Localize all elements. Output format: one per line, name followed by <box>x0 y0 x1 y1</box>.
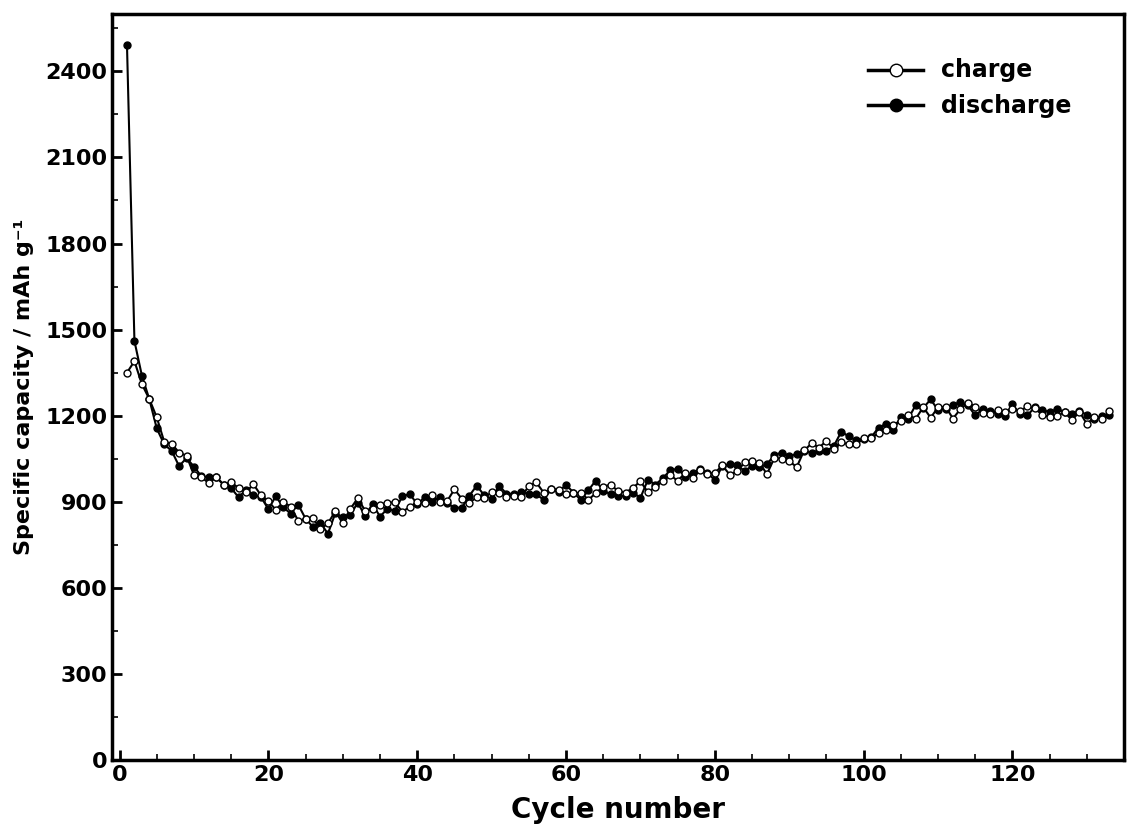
discharge <box>187 462 200 472</box>
charge <box>314 525 328 535</box>
charge <box>121 368 134 378</box>
discharge <box>121 40 134 50</box>
charge <box>127 356 141 366</box>
charge <box>1080 419 1094 429</box>
Y-axis label: Specific capacity / mAh g⁻¹: Specific capacity / mAh g⁻¹ <box>14 219 34 556</box>
charge <box>783 456 797 466</box>
discharge <box>1073 406 1087 416</box>
discharge <box>321 529 335 539</box>
discharge <box>1103 411 1116 421</box>
X-axis label: Cycle number: Cycle number <box>511 796 725 824</box>
charge <box>195 472 208 482</box>
discharge <box>805 447 818 458</box>
Legend: charge, discharge: charge, discharge <box>857 48 1082 129</box>
discharge <box>745 461 759 471</box>
charge <box>752 458 766 468</box>
charge <box>1103 406 1116 416</box>
charge <box>813 442 826 453</box>
Line: charge: charge <box>124 358 1113 533</box>
discharge <box>1050 404 1064 414</box>
charge <box>1057 407 1071 417</box>
Line: discharge: discharge <box>124 42 1113 537</box>
discharge <box>775 447 789 458</box>
